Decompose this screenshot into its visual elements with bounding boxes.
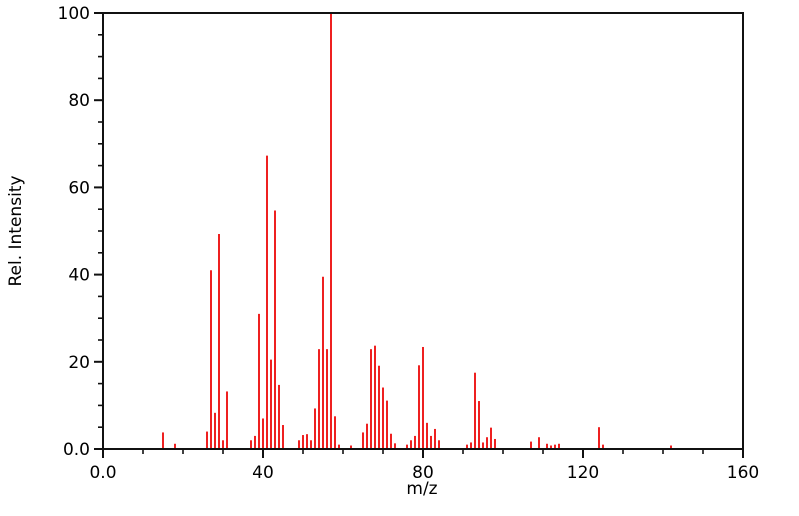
- y-axis-label: Rel. Intensity: [6, 175, 26, 287]
- x-axis-label: m/z: [406, 479, 438, 499]
- y-tick-label: 80: [68, 91, 90, 111]
- x-tick-label: 0.0: [89, 463, 116, 483]
- x-tick-label: 120: [567, 463, 599, 483]
- y-tick-label: 0.0: [63, 440, 90, 460]
- x-tick-label: 40: [252, 463, 274, 483]
- x-tick-label: 160: [727, 463, 759, 483]
- plot-frame: [102, 12, 744, 450]
- x-tick-label: 80: [412, 463, 434, 483]
- y-tick-label: 20: [68, 353, 90, 373]
- y-tick-label: 60: [68, 178, 90, 198]
- y-tick-label: 40: [68, 266, 90, 286]
- y-tick-label: 100: [58, 4, 90, 24]
